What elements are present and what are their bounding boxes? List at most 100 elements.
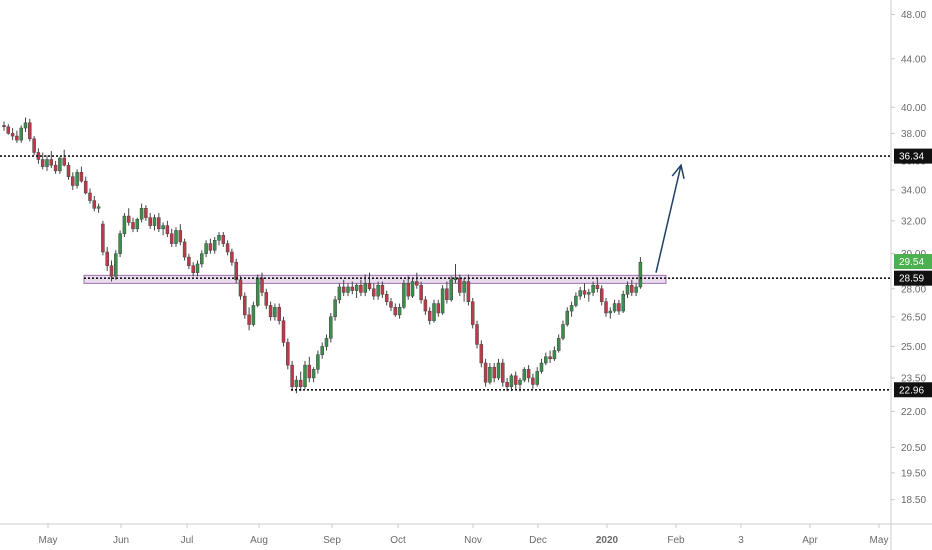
candle-body	[195, 263, 200, 273]
candle-body	[621, 294, 625, 312]
candle-body	[225, 243, 230, 253]
candle-body	[363, 283, 367, 293]
candle	[513, 371, 518, 389]
candle	[350, 281, 355, 295]
candle	[505, 377, 509, 392]
candle	[303, 360, 307, 389]
candle-body	[376, 284, 380, 297]
y-tick-label: 19.50	[901, 468, 926, 479]
candle	[131, 217, 135, 233]
candle	[118, 230, 122, 258]
candle-body	[23, 122, 28, 129]
candle	[15, 130, 19, 143]
candle-body	[402, 283, 406, 308]
y-tick-label: 32.00	[901, 216, 926, 227]
candle-body	[53, 164, 58, 172]
candle-body	[131, 222, 135, 230]
candle-body	[118, 233, 122, 254]
candle	[114, 250, 118, 280]
candle-body	[462, 281, 466, 293]
candle-body	[617, 303, 621, 312]
candle-body	[483, 362, 488, 383]
candle-body	[625, 284, 630, 295]
candle	[384, 290, 389, 306]
candle-body	[28, 122, 32, 140]
candle	[178, 224, 183, 246]
projection-arrow-shaft	[655, 164, 682, 273]
candle-body	[92, 200, 97, 209]
candle-body	[298, 379, 303, 387]
candle	[526, 365, 531, 383]
candle	[62, 149, 66, 167]
candle-body	[178, 230, 183, 243]
candle-body	[475, 324, 479, 345]
x-tick-label: 2020	[596, 535, 619, 546]
candle	[23, 117, 28, 133]
candle	[595, 277, 600, 293]
candle-body	[32, 138, 36, 153]
candle-body	[71, 176, 75, 186]
candle	[294, 375, 299, 394]
level-price-tag-bg	[894, 270, 932, 286]
candle-body	[191, 265, 195, 273]
candle	[389, 297, 393, 312]
candle	[58, 156, 62, 174]
candle	[268, 301, 273, 321]
candle-body	[135, 218, 140, 230]
candle	[406, 276, 410, 300]
candle	[109, 260, 114, 282]
candle	[165, 220, 170, 237]
candle	[427, 307, 432, 325]
candle	[341, 279, 346, 297]
candle-body	[212, 240, 217, 251]
candle	[518, 377, 522, 392]
candle-body	[238, 279, 243, 297]
candle-body	[608, 310, 613, 314]
candle-body	[251, 305, 256, 325]
candle-body	[165, 225, 170, 234]
candle-body	[432, 303, 436, 321]
projection-arrowhead	[671, 163, 685, 179]
candle-body	[230, 251, 234, 263]
y-tick-label: 22.00	[901, 407, 926, 418]
candle-body	[440, 288, 445, 314]
candle	[638, 257, 643, 289]
y-tick-label: 23.50	[901, 373, 926, 384]
candle	[449, 276, 453, 302]
candle	[488, 363, 492, 385]
candle	[582, 283, 587, 298]
candle	[71, 172, 75, 190]
candle	[415, 272, 419, 289]
candle-body	[561, 324, 565, 339]
candle-body	[208, 243, 213, 251]
candle	[496, 358, 501, 381]
candles-layer	[2, 117, 643, 394]
candle-body	[337, 286, 342, 301]
candle	[307, 356, 312, 383]
candle-body	[367, 283, 372, 290]
candle	[470, 297, 475, 329]
candle-body	[157, 217, 161, 230]
candle	[32, 136, 36, 156]
level-price-tag-text: 28.59	[899, 274, 924, 285]
candle-body	[6, 126, 11, 134]
y-tick-label: 44.00	[901, 54, 926, 65]
candle	[221, 232, 226, 247]
candle-body	[518, 379, 522, 385]
candle-body	[496, 362, 501, 379]
candle-body	[260, 277, 264, 293]
candle	[324, 334, 329, 351]
candle	[101, 220, 105, 256]
candle	[212, 236, 217, 254]
candle-body	[384, 294, 389, 302]
candle	[393, 303, 398, 317]
candle	[75, 169, 79, 189]
candle	[492, 363, 496, 383]
candle-body	[169, 233, 174, 244]
candle	[53, 160, 58, 174]
candle	[617, 299, 621, 315]
candle	[264, 288, 269, 310]
candle	[230, 248, 234, 266]
candle	[509, 373, 514, 392]
